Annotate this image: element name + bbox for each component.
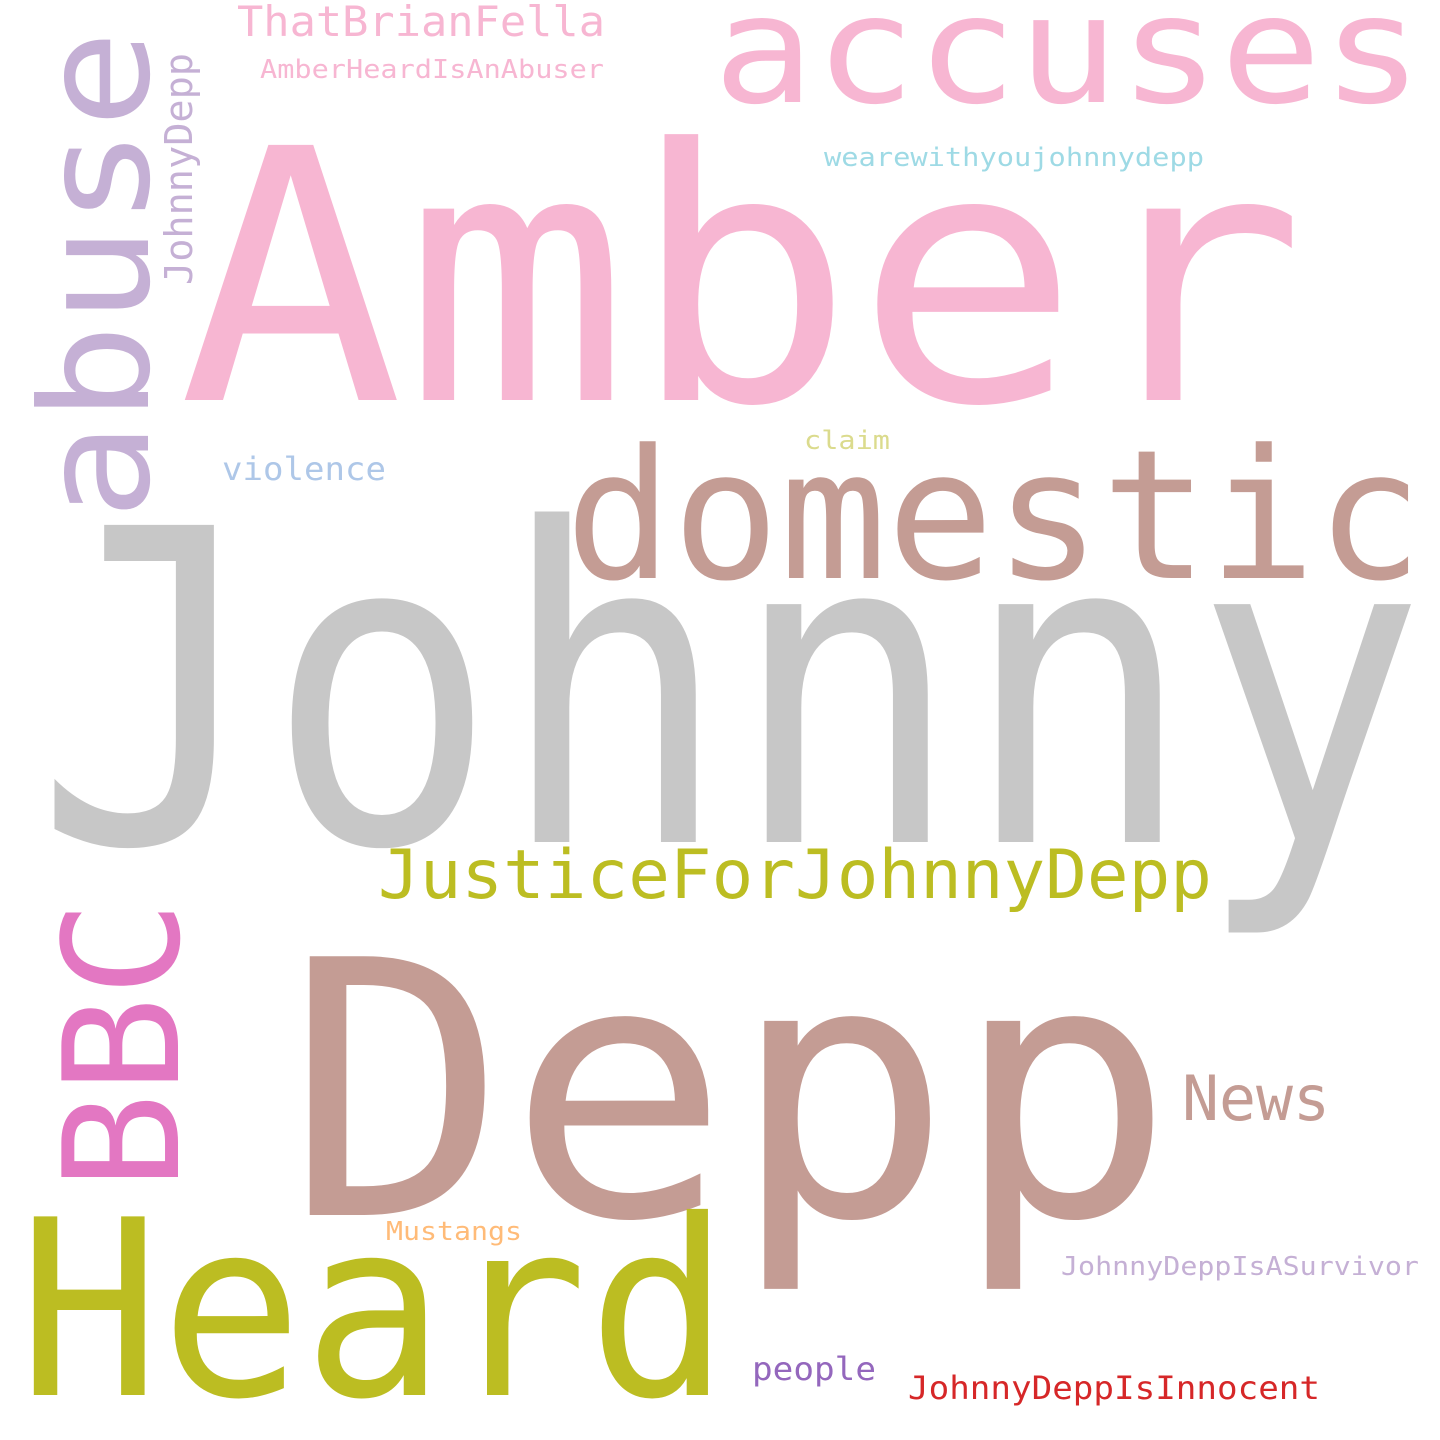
word-abuse: abuse: [10, 30, 184, 520]
word-claim: claim: [804, 426, 890, 456]
word-depp: Depp: [285, 885, 1175, 1299]
word-people: people: [752, 1350, 876, 1388]
word-amber-heard-is-an-abuser: AmberHeardIsAnAbuser: [260, 55, 604, 85]
word-johnny-depp-is-a-survivor: JohnnyDeppIsASurvivor: [1061, 1252, 1419, 1282]
word-mustangs: Mustangs: [386, 1217, 522, 1247]
word-justice-for-johnny-depp: JusticeForJohnnyDepp: [378, 836, 1212, 915]
word-johnny: Johnny: [34, 438, 1426, 945]
word-johnny-depp-is-innocent: JohnnyDeppIsInnocent: [908, 1369, 1320, 1407]
word-accuses: accuses: [713, 0, 1423, 138]
word-heard: Heard: [18, 1168, 730, 1440]
word-bbc: BBC: [29, 900, 216, 1190]
word-wearewithyoujohnnydepp: wearewithyoujohnnydepp: [824, 143, 1204, 173]
word-amber: Amber: [178, 75, 1306, 483]
word-domestic: domestic: [565, 412, 1423, 621]
word-johnnydepp-vertical: JohnnyDepp: [157, 53, 201, 285]
word-news: News: [1182, 1062, 1330, 1135]
word-that-brian-fella: ThatBrianFella: [237, 0, 605, 46]
word-violence: violence: [222, 450, 386, 488]
